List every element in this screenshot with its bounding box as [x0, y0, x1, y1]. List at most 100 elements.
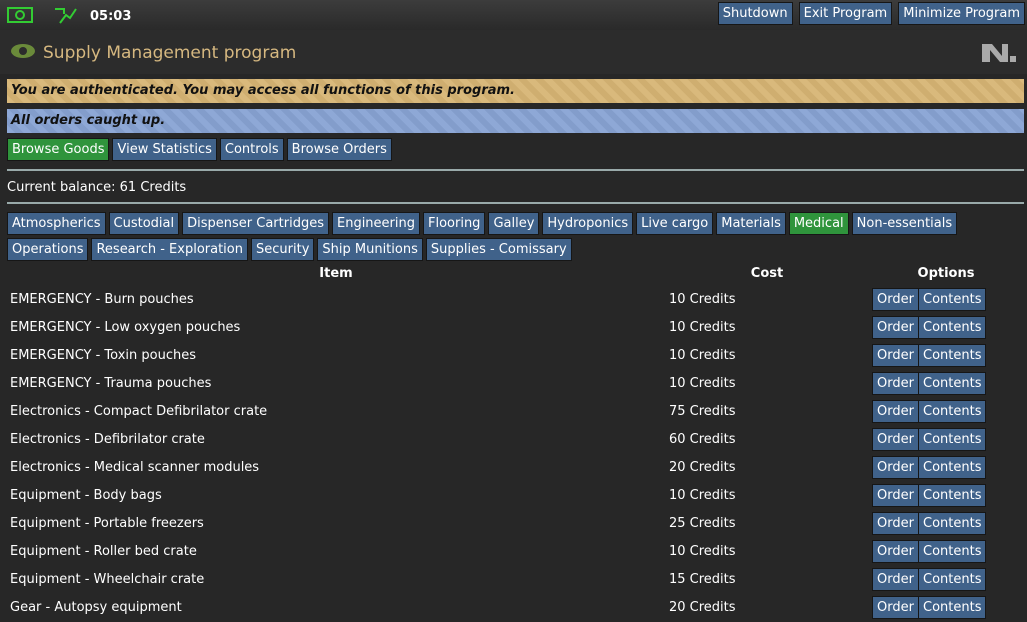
contents-button[interactable]: Contents — [918, 596, 987, 619]
item-cost: 10 Credits — [669, 544, 736, 559]
table-row: Equipment - Body bags 10 Credits Order Cont… — [0, 482, 1027, 510]
category-button[interactable]: Engineering — [331, 212, 420, 235]
balance: Current balance: 61 Credits — [7, 180, 187, 195]
category-button[interactable]: Materials — [716, 212, 786, 235]
item-cost: 25 Credits — [669, 516, 736, 531]
category-button[interactable]: Custodial — [108, 212, 180, 235]
table-row: Electronics - Compact Defibrilator crate… — [0, 398, 1027, 426]
contents-button[interactable]: Contents — [918, 540, 987, 563]
contents-button[interactable]: Contents — [918, 484, 987, 507]
category-button[interactable]: Operations — [7, 238, 89, 261]
separator — [7, 202, 1024, 204]
contents-button[interactable]: Contents — [918, 456, 987, 479]
table-row: EMERGENCY - Trauma pouches 10 Credits Orde… — [0, 370, 1027, 398]
header: Supply Management program — [0, 30, 1027, 74]
order-button[interactable]: Order — [872, 428, 919, 451]
item-name: Equipment - Wheelchair crate — [10, 572, 205, 587]
contents-button[interactable]: Contents — [918, 428, 987, 451]
item-name: Gear - Autopsy equipment — [10, 600, 182, 615]
order-button[interactable]: Order — [872, 596, 919, 619]
program-title: Supply Management program — [43, 43, 297, 63]
item-cost: 10 Credits — [669, 292, 736, 307]
item-name: Electronics - Defibrilator crate — [10, 432, 205, 447]
table-row: EMERGENCY - Burn pouches 10 Credits Order C… — [0, 286, 1027, 314]
column-header: Item — [319, 266, 353, 281]
item-cost: 10 Credits — [669, 320, 736, 335]
tabs: Browse Goods View Statistics Controls Brows… — [7, 138, 392, 161]
item-name: Equipment - Portable freezers — [10, 516, 204, 531]
item-name: EMERGENCY - Toxin pouches — [10, 348, 196, 363]
goods-table: Item Cost Options EMERGENCY - Burn pouches 1… — [0, 262, 1027, 622]
column-header: Options — [917, 266, 975, 281]
item-cost: 10 Credits — [669, 488, 736, 503]
order-button[interactable]: Order — [872, 456, 919, 479]
category-button[interactable]: Live cargo — [636, 212, 714, 235]
window-button[interactable]: Shutdown — [717, 2, 793, 25]
category-button[interactable]: Supplies - Comissary — [425, 238, 572, 261]
window-button[interactable]: Minimize Program — [898, 2, 1025, 25]
order-button[interactable]: Order — [872, 568, 919, 591]
contents-button[interactable]: Contents — [918, 372, 987, 395]
category-button[interactable]: Ship Munitions — [317, 238, 423, 261]
order-button[interactable]: Order — [872, 316, 919, 339]
item-cost: 10 Credits — [669, 348, 736, 363]
item-name: Electronics - Compact Defibrilator crate — [10, 404, 268, 419]
order-button[interactable]: Order — [872, 540, 919, 563]
window-buttons: Shutdown Exit Program Minimize Program — [717, 2, 1025, 25]
order-button[interactable]: Order — [872, 372, 919, 395]
top-bar: 05:03 Shutdown Exit Program Minimize Progr… — [0, 0, 1027, 30]
contents-button[interactable]: Contents — [918, 288, 987, 311]
separator — [7, 169, 1024, 171]
contents-button[interactable]: Contents — [918, 344, 987, 367]
eye-icon — [11, 44, 35, 58]
tab-button[interactable]: Controls — [219, 138, 284, 161]
contents-button[interactable]: Contents — [918, 400, 987, 423]
contents-button[interactable]: Contents — [918, 568, 987, 591]
status-icon — [7, 7, 33, 23]
category-button[interactable]: Research - Exploration — [91, 238, 248, 261]
category-button[interactable]: Atmospherics — [7, 212, 106, 235]
category-button[interactable]: Security — [251, 238, 315, 261]
order-button[interactable]: Order — [872, 288, 919, 311]
item-cost: 60 Credits — [669, 432, 736, 447]
tab-button[interactable]: Browse Goods — [7, 138, 110, 161]
contents-button[interactable]: Contents — [918, 512, 987, 535]
category-button[interactable]: Galley — [488, 212, 540, 235]
table-row: Gear - Autopsy equipment 20 Credits Order C… — [0, 594, 1027, 622]
category-button[interactable]: Flooring — [422, 212, 486, 235]
tab-button[interactable]: Browse Orders — [286, 138, 392, 161]
category-button[interactable]: Dispenser Cartridges — [182, 212, 329, 235]
item-name: Electronics - Medical scanner modules — [10, 460, 260, 475]
item-cost: 20 Credits — [669, 460, 736, 475]
category-button[interactable]: Hydroponics — [542, 212, 634, 235]
table-row: Equipment - Roller bed crate 10 Credits Or… — [0, 538, 1027, 566]
item-cost: 15 Credits — [669, 572, 736, 587]
window-button[interactable]: Exit Program — [798, 2, 893, 25]
auth-notice: You are authenticated. You may access al… — [7, 79, 1024, 103]
order-button[interactable]: Order — [872, 344, 919, 367]
categories: Atmospherics Custodial Dispenser Cartridge… — [7, 212, 1022, 261]
orders-notice: All orders caught up. — [7, 109, 1024, 133]
contents-button[interactable]: Contents — [918, 316, 987, 339]
order-button[interactable]: Order — [872, 512, 919, 535]
table-row: EMERGENCY - Toxin pouches 10 Credits Order… — [0, 342, 1027, 370]
order-button[interactable]: Order — [872, 484, 919, 507]
item-cost: 75 Credits — [669, 404, 736, 419]
table-row: Electronics - Defibrilator crate 60 Credi… — [0, 426, 1027, 454]
item-name: EMERGENCY - Burn pouches — [10, 292, 194, 307]
item-name: Equipment - Roller bed crate — [10, 544, 197, 559]
tab-button[interactable]: View Statistics — [112, 138, 217, 161]
item-cost: 10 Credits — [669, 376, 736, 391]
item-name: EMERGENCY - Low oxygen pouches — [10, 320, 241, 335]
item-name: EMERGENCY - Trauma pouches — [10, 376, 212, 391]
table-row: EMERGENCY - Low oxygen pouches 10 Credits… — [0, 314, 1027, 342]
category-button[interactable]: Medical — [788, 212, 849, 235]
power-icon — [55, 8, 77, 24]
table-row: Electronics - Medical scanner modules 20 … — [0, 454, 1027, 482]
item-name: Equipment - Body bags — [10, 488, 162, 503]
category-button[interactable]: Non-essentials — [851, 212, 958, 235]
clock: 05:03 — [90, 9, 132, 24]
order-button[interactable]: Order — [872, 400, 919, 423]
logo — [982, 44, 1016, 62]
item-cost: 20 Credits — [669, 600, 736, 615]
